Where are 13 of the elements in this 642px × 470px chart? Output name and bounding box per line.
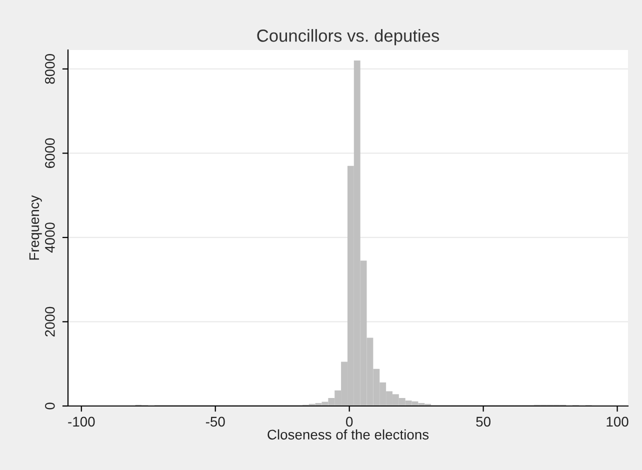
y-tick-label: 4000	[45, 222, 55, 253]
x-tick-label: 50	[476, 416, 490, 427]
x-tick-label: 100	[606, 416, 628, 427]
y-tick-label: 8000	[45, 54, 55, 84]
y-tick-label: 0	[45, 402, 55, 410]
x-tick-label: -50	[206, 416, 225, 427]
x-tick-label: 0	[346, 416, 353, 427]
x-tick-label: -100	[68, 416, 95, 427]
y-tick-label: 6000	[45, 138, 55, 168]
y-tick-label: 2000	[45, 306, 55, 336]
x-axis-title: Closeness of the elections	[268, 429, 429, 440]
y-axis-title: Frequency	[29, 195, 42, 260]
chart-title: Councillors vs. deputies	[257, 29, 440, 46]
